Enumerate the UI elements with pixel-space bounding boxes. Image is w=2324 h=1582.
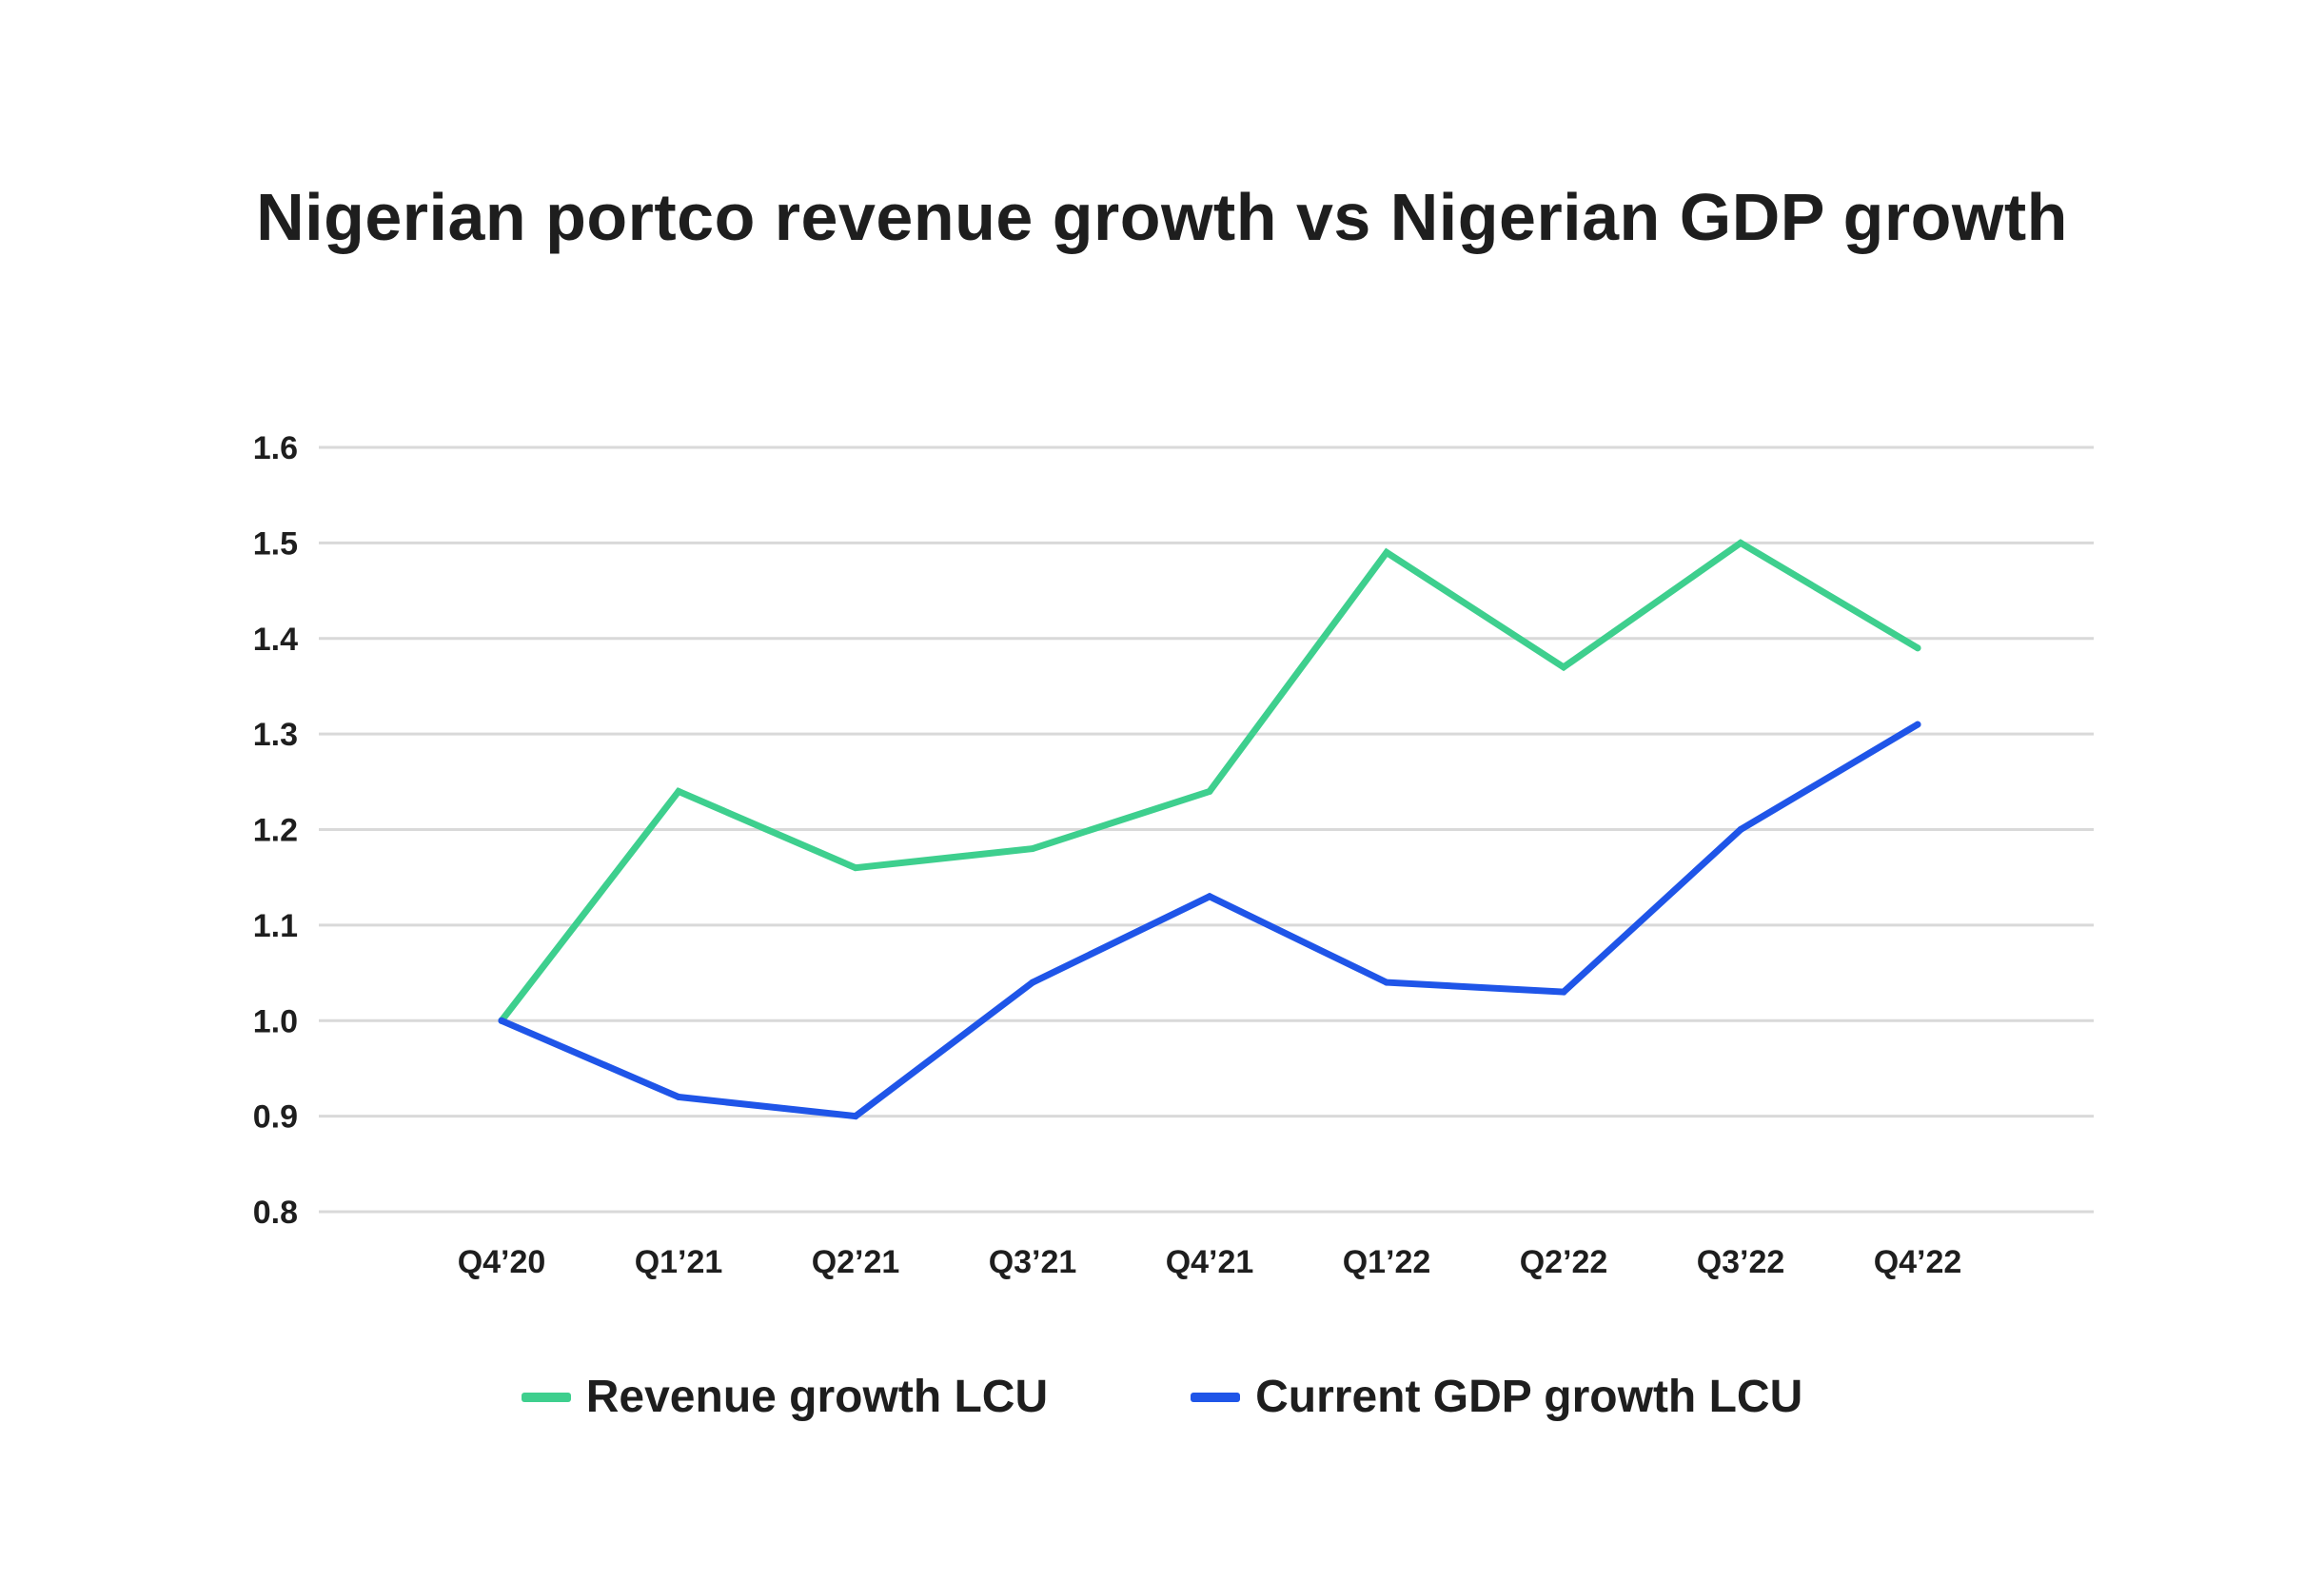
data-point: [1206, 787, 1213, 795]
data-point: [1560, 988, 1567, 996]
x-tick-label: Q2’22: [1520, 1244, 1608, 1280]
x-axis-ticks: Q4’20 Q1’21 Q2’21 Q3’21 Q4’21 Q1’22 Q2’22 Q3’22…: [458, 1244, 1962, 1280]
data-point: [1737, 826, 1744, 833]
y-tick-label: 1.6: [253, 430, 298, 466]
data-point: [1383, 979, 1390, 986]
legend-label-gdp: Current GDP growth LCU: [1255, 1372, 1803, 1422]
series-lines: [498, 539, 1921, 1120]
x-tick-label: Q3’22: [1697, 1244, 1785, 1280]
data-point: [1737, 539, 1744, 546]
data-point: [1029, 979, 1036, 986]
chart-title: Nigerian portco revenue growth vs Nigeri…: [256, 180, 2068, 254]
series-line-revenue: [498, 539, 1921, 1024]
y-tick-label: 1.4: [253, 622, 298, 658]
legend-swatch-gdp: [1191, 1392, 1241, 1402]
legend-item-gdp: Current GDP growth LCU: [1191, 1371, 1802, 1423]
data-point: [675, 787, 682, 795]
data-point: [1560, 663, 1567, 671]
y-tick-label: 1.0: [253, 1003, 298, 1039]
gridlines: [319, 445, 2094, 1214]
x-tick-label: Q1’21: [635, 1244, 723, 1280]
data-point: [1383, 548, 1390, 556]
y-tick-label: 1.2: [253, 813, 298, 849]
x-tick-label: Q4’22: [1874, 1244, 1962, 1280]
y-tick-label: 1.3: [253, 717, 298, 753]
x-tick-label: Q2’21: [812, 1244, 900, 1280]
x-tick-label: Q1’22: [1343, 1244, 1431, 1280]
data-point: [852, 864, 859, 872]
y-tick-label: 1.5: [253, 525, 298, 562]
data-point: [498, 1017, 505, 1024]
y-tick-label: 0.9: [253, 1099, 298, 1136]
x-tick-label: Q3’21: [989, 1244, 1077, 1280]
data-point: [1914, 721, 1921, 728]
legend-item-revenue: Revenue growth LCU: [521, 1371, 1049, 1423]
x-tick-label: Q4’20: [458, 1244, 546, 1280]
data-point: [675, 1094, 682, 1101]
y-tick-label: 0.8: [253, 1195, 298, 1231]
legend: Revenue growth LCU Current GDP growth LC…: [0, 1371, 2324, 1423]
data-point: [1029, 845, 1036, 853]
series-line-gdp: [498, 721, 1921, 1120]
legend-label-revenue: Revenue growth LCU: [585, 1372, 1049, 1422]
legend-swatch-revenue: [521, 1392, 571, 1402]
data-point: [1206, 893, 1213, 900]
x-tick-label: Q4’21: [1166, 1244, 1254, 1280]
data-point: [852, 1113, 859, 1120]
data-point: [1914, 644, 1921, 652]
y-tick-label: 1.1: [253, 908, 298, 944]
y-axis-ticks: 1.6 1.5 1.4 1.3 1.2 1.1 1.0 0.9 0.8: [253, 430, 298, 1231]
